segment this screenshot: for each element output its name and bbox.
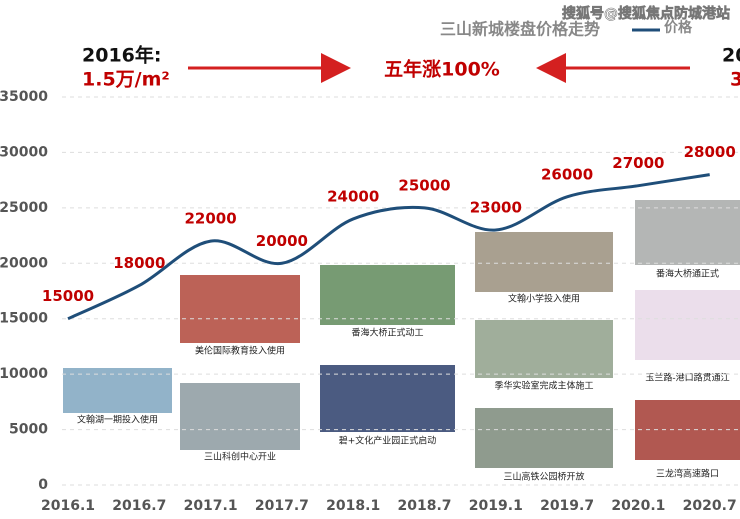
annotation: 1.5万/m² (82, 69, 170, 91)
x-tick-label: 2019.1 (469, 498, 523, 514)
x-tick-label: 2016.1 (41, 498, 95, 514)
photo-caption: 季华实验室完成主体施工 (494, 380, 593, 392)
data-label: 27000 (612, 154, 664, 172)
photo-caption: 三山科创中心开业 (204, 451, 276, 463)
x-tick-label: 2017.7 (255, 498, 309, 514)
x-tick-label: 2016.7 (112, 498, 166, 514)
photo-caption: 番海大桥正式动工 (351, 327, 423, 339)
photo-caption: 文翰湖一期投入使用 (77, 414, 158, 426)
annotation: 2016年: (82, 44, 161, 67)
watermark: 搜狐号@搜狐焦点防城港站 (562, 5, 730, 22)
chart-title: 三山新城楼盘价格走势 (440, 20, 600, 39)
y-tick-label: 25000 (0, 200, 48, 216)
y-tick-label: 10000 (0, 366, 48, 382)
photo-caption: 玉兰路-港口路贯通江 (645, 372, 729, 384)
data-label: 26000 (541, 165, 593, 183)
photo (320, 265, 455, 325)
photo (475, 232, 613, 292)
data-label: 24000 (327, 187, 379, 205)
photo (320, 365, 455, 432)
photo (475, 320, 613, 378)
photo (635, 290, 740, 360)
data-label: 28000 (684, 143, 736, 161)
data-label: 23000 (470, 199, 522, 217)
annotation: 五年涨100% (384, 58, 500, 81)
photo (63, 368, 172, 413)
photo-caption: 三山高铁公园桥开放 (503, 471, 584, 483)
photo (180, 383, 300, 450)
annotation: 20 (722, 45, 740, 67)
data-label: 25000 (398, 176, 450, 194)
data-label: 15000 (42, 287, 94, 305)
x-tick-label: 2018.1 (326, 498, 380, 514)
photo-caption: 三龙湾高速路口 (656, 468, 719, 480)
data-label: 22000 (185, 210, 237, 228)
price-line (67, 173, 710, 321)
y-tick-label: 5000 (9, 422, 48, 438)
annotation: 3 (730, 69, 740, 91)
photo-caption: 文翰小学投入使用 (508, 293, 580, 305)
data-label: 18000 (113, 254, 165, 272)
photo (635, 200, 740, 265)
photo-caption: 碧+文化产业园正式启动 (339, 435, 437, 447)
photo-caption: 美伦国际教育投入使用 (195, 345, 285, 357)
y-tick-label: 0 (38, 477, 48, 493)
photo-caption: 番海大桥通正式 (656, 268, 719, 280)
y-tick-label: 20000 (0, 255, 48, 271)
y-tick-label: 30000 (0, 144, 48, 160)
photo (180, 275, 300, 343)
photo (475, 408, 613, 468)
x-tick-label: 2020.7 (683, 498, 737, 514)
x-tick-label: 2019.7 (540, 498, 594, 514)
legend-label: 价格 (664, 19, 693, 36)
x-tick-label: 2017.1 (184, 498, 238, 514)
data-label: 20000 (256, 232, 308, 250)
y-tick-label: 15000 (0, 311, 48, 327)
y-tick-label: 35000 (0, 89, 48, 105)
x-tick-label: 2020.1 (611, 498, 665, 514)
x-tick-label: 2018.7 (397, 498, 451, 514)
